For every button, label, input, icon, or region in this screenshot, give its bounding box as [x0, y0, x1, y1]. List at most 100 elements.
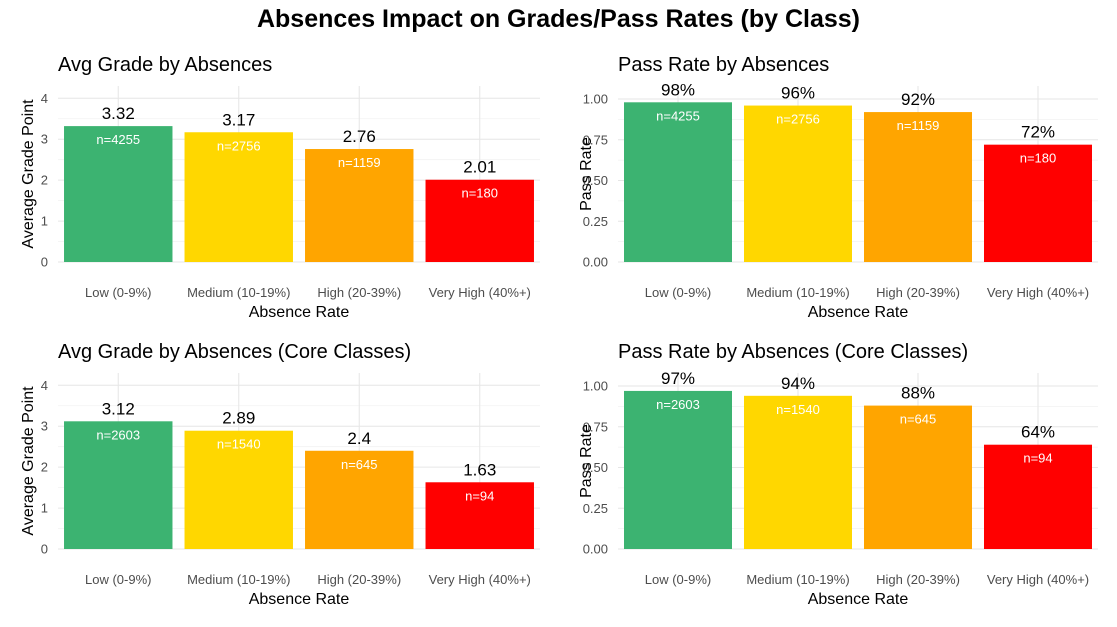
- y-tick-label: 0: [41, 542, 48, 557]
- panel-title: Pass Rate by Absences (Core Classes): [618, 341, 968, 363]
- bar-count-label: n=180: [461, 186, 498, 201]
- bar: [744, 395, 852, 549]
- bar: [624, 390, 732, 549]
- y-tick-label: 2: [41, 173, 48, 188]
- x-tick-label: Medium (10-19%): [746, 285, 849, 300]
- y-axis-label: Average Grade Point: [20, 386, 37, 536]
- bar-value-label: 94%: [781, 374, 815, 393]
- x-tick-label: Low (0-9%): [85, 285, 151, 300]
- x-tick-label: Very High (40%+): [429, 572, 531, 587]
- bar-value-label: 2.89: [222, 409, 255, 428]
- bar-value-label: 96%: [781, 84, 815, 103]
- bar-value-label: 2.76: [343, 127, 376, 146]
- bar: [864, 405, 972, 549]
- bar-value-label: 97%: [661, 369, 695, 388]
- bar: [64, 126, 173, 262]
- x-axis-label: Absence Rate: [808, 591, 909, 608]
- panel-title: Avg Grade by Absences: [58, 54, 272, 76]
- x-axis-label: Absence Rate: [808, 304, 909, 321]
- bar-count-label: n=645: [341, 457, 378, 472]
- bar: [64, 421, 173, 549]
- x-tick-label: High (20-39%): [876, 572, 960, 587]
- x-tick-label: High (20-39%): [317, 572, 401, 587]
- bar-value-label: 92%: [901, 90, 935, 109]
- bar-count-label: n=94: [465, 488, 494, 503]
- bar: [984, 144, 1092, 262]
- y-tick-label: 0.75: [583, 419, 608, 434]
- x-tick-label: Very High (40%+): [429, 285, 531, 300]
- y-tick-label: 2: [41, 460, 48, 475]
- bar: [184, 132, 293, 262]
- chart-pass-rate: 0.00 0.25 0.50 0.75 1.00 98% n=4255 Low (0-9%) 9…: [578, 54, 1098, 321]
- bar-value-label: 1.63: [463, 460, 496, 479]
- bar-count-label: n=94: [1023, 451, 1052, 466]
- bar-count-label: n=4255: [96, 132, 140, 147]
- x-tick-label: Low (0-9%): [645, 572, 711, 587]
- y-tick-label: 0.25: [583, 214, 608, 229]
- y-tick-label: 0.50: [583, 460, 608, 475]
- y-tick-label: 4: [41, 91, 48, 106]
- chart-avg-grade-core: 0 1 2 3 4 3.12 n=2603 Low (0-9%) 2.89 n=1540 Mediu…: [20, 341, 540, 608]
- y-tick-label: 0.00: [583, 255, 608, 270]
- bar-value-label: 3.17: [222, 110, 255, 129]
- x-tick-label: Low (0-9%): [645, 285, 711, 300]
- panel-title: Avg Grade by Absences (Core Classes): [58, 341, 411, 363]
- bar: [184, 430, 293, 549]
- y-tick-label: 3: [41, 132, 48, 147]
- chart-avg-grade: 0 1 2 3 4 3.32 n=4255 Low (0-9%) 3.17 n=2756 Mediu…: [20, 54, 540, 321]
- bar-count-label: n=2603: [656, 397, 700, 412]
- bar-count-label: n=1540: [776, 402, 820, 417]
- x-tick-label: High (20-39%): [317, 285, 401, 300]
- y-axis-label: Average Grade Point: [20, 99, 37, 249]
- bar-value-label: 72%: [1021, 123, 1055, 142]
- bar: [425, 482, 534, 549]
- y-tick-label: 1: [41, 214, 48, 229]
- y-axis-label: Pass Rate: [578, 137, 595, 211]
- x-axis-label: Absence Rate: [249, 304, 350, 321]
- bar-count-label: n=1540: [217, 437, 261, 452]
- y-tick-label: 0.75: [583, 132, 608, 147]
- bar-count-label: n=2603: [96, 427, 140, 442]
- bar-value-label: 3.32: [102, 104, 135, 123]
- x-tick-label: Very High (40%+): [987, 285, 1089, 300]
- bar-count-label: n=4255: [656, 108, 700, 123]
- main-title: Absences Impact on Grades/Pass Rates (by…: [256, 5, 861, 33]
- y-tick-label: 0.00: [583, 542, 608, 557]
- y-tick-label: 3: [41, 419, 48, 434]
- bar-value-label: 2.4: [347, 429, 371, 448]
- y-tick-label: 0: [41, 255, 48, 270]
- x-tick-label: Medium (10-19%): [187, 572, 290, 587]
- x-axis-label: Absence Rate: [249, 591, 350, 608]
- bar-count-label: n=2756: [776, 112, 820, 127]
- bar: [305, 149, 414, 262]
- y-tick-label: 0.25: [583, 501, 608, 516]
- bar: [744, 105, 852, 262]
- bar: [425, 179, 534, 262]
- bar-count-label: n=180: [1020, 151, 1057, 166]
- y-tick-label: 1.00: [583, 92, 608, 107]
- bar-value-label: 98%: [661, 80, 695, 99]
- x-tick-label: High (20-39%): [876, 285, 960, 300]
- bar: [624, 102, 732, 262]
- y-tick-label: 1: [41, 501, 48, 516]
- bar-value-label: 64%: [1021, 423, 1055, 442]
- bar: [984, 444, 1092, 549]
- y-tick-label: 4: [41, 378, 48, 393]
- bar-count-label: n=1159: [897, 118, 940, 133]
- bar-count-label: n=2756: [217, 138, 261, 153]
- chart-pass-rate-core: 0.00 0.25 0.50 0.75 1.00 97% n=2603 Low (0-9%) 9…: [578, 341, 1098, 608]
- x-tick-label: Low (0-9%): [85, 572, 151, 587]
- x-tick-label: Very High (40%+): [987, 572, 1089, 587]
- x-tick-label: Medium (10-19%): [187, 285, 290, 300]
- y-tick-label: 0.50: [583, 173, 608, 188]
- bar-value-label: 88%: [901, 384, 935, 403]
- bar: [864, 112, 972, 263]
- bar-value-label: 3.12: [102, 399, 135, 418]
- bar-count-label: n=645: [900, 412, 937, 427]
- bar: [305, 450, 414, 549]
- bar-value-label: 2.01: [463, 158, 496, 177]
- y-tick-label: 1.00: [583, 379, 608, 394]
- x-tick-label: Medium (10-19%): [746, 572, 849, 587]
- panel-title: Pass Rate by Absences: [618, 54, 829, 76]
- y-axis-label: Pass Rate: [578, 424, 595, 498]
